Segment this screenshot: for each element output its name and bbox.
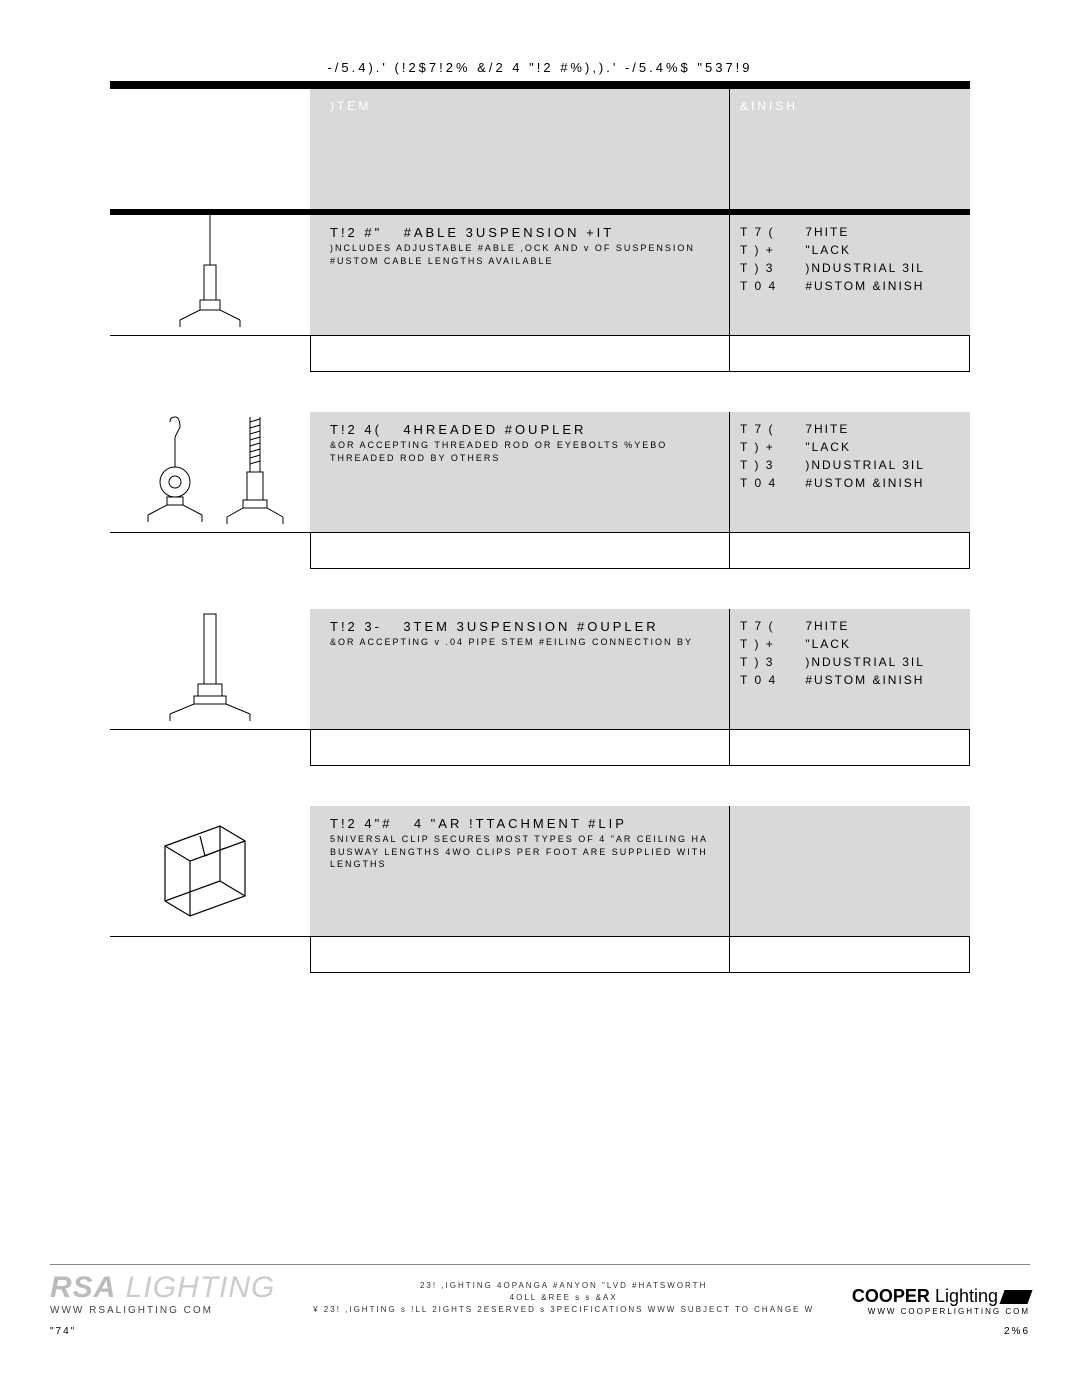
header-item: )TEM (310, 89, 730, 209)
cooper-logo: COOPER Lighting (852, 1286, 1030, 1307)
product-item-cell: T!2 3- 3TEM 3USPENSION #OUPLER &OR ACCEP… (310, 609, 730, 729)
rsa-logo: RSA LIGHTING (50, 1271, 275, 1305)
product-image (110, 215, 310, 335)
product-title: 4 "AR !TTACHMENT #LIP (414, 816, 627, 831)
product-code: T!2 #" (330, 225, 382, 240)
product-desc: &OR ACCEPTING v .04 PIPE STEM #EILING CO… (330, 636, 719, 649)
product-image (110, 412, 310, 532)
blank-row (110, 937, 970, 973)
blank-row (110, 336, 970, 372)
finish-option: T 0 4 #USTOM &INISH (740, 673, 960, 687)
finish-option: T ) + "LACK (740, 440, 960, 454)
page-footer: RSA LIGHTING WWW RSALIGHTING COM 23! ,IG… (50, 1264, 1030, 1337)
finish-option: T ) 3 )NDUSTRIAL 3IL (740, 458, 960, 472)
product-finish-cell (730, 806, 970, 936)
rsa-url: WWW RSALIGHTING COM (50, 1305, 275, 1316)
table-header: )TEM &INISH (110, 83, 970, 215)
finish-option: T 0 4 #USTOM &INISH (740, 279, 960, 293)
product-finish-cell: T 7 ( 7HITE T ) + "LACK T ) 3 )NDUSTRIAL 3… (730, 412, 970, 532)
finish-option: T 7 ( 7HITE (740, 619, 960, 633)
product-title: 3TEM 3USPENSION #OUPLER (403, 619, 658, 634)
product-finish-cell: T 7 ( 7HITE T ) + "LACK T ) 3 )NDUSTRIAL 3… (730, 215, 970, 335)
product-image (110, 806, 310, 936)
product-code: T!2 3- (330, 619, 382, 634)
product-code: T!2 4( (330, 422, 382, 437)
product-title: 4HREADED #OUPLER (403, 422, 586, 437)
product-block: T!2 4"# 4 "AR !TTACHMENT #LIP 5NIVERSAL … (110, 806, 970, 973)
footer-address: 23! ,IGHTING 4OPANGA #ANYON "LVD #HATSWO… (275, 1280, 852, 1316)
product-item-cell: T!2 4"# 4 "AR !TTACHMENT #LIP 5NIVERSAL … (310, 806, 730, 936)
product-image (110, 609, 310, 729)
finish-option: T ) + "LACK (740, 243, 960, 257)
blank-row (110, 730, 970, 766)
page-title: -/5.4).' (!2$7!2% &/2 4 "!2 #%),).' -/5.… (110, 60, 970, 83)
finish-option: T ) + "LACK (740, 637, 960, 651)
product-desc: 5NIVERSAL CLIP SECURES MOST TYPES OF 4 "… (330, 833, 719, 871)
finish-option: T 7 ( 7HITE (740, 422, 960, 436)
footer-page-left: "74" (50, 1326, 76, 1337)
finish-option: T ) 3 )NDUSTRIAL 3IL (740, 655, 960, 669)
product-desc: )NCLUDES ADJUSTABLE #ABLE ,OCK AND v OF … (330, 242, 719, 267)
product-finish-cell: T 7 ( 7HITE T ) + "LACK T ) 3 )NDUSTRIAL 3… (730, 609, 970, 729)
header-finish: &INISH (730, 89, 970, 209)
product-block: T!2 #" #ABLE 3USPENSION +IT )NCLUDES ADJ… (110, 215, 970, 372)
product-block: T!2 3- 3TEM 3USPENSION #OUPLER &OR ACCEP… (110, 609, 970, 766)
cooper-url: WWW COOPERLIGHTING COM (852, 1307, 1030, 1316)
product-title: #ABLE 3USPENSION +IT (404, 225, 615, 240)
blank-row (110, 533, 970, 569)
finish-option: T 7 ( 7HITE (740, 225, 960, 239)
product-item-cell: T!2 #" #ABLE 3USPENSION +IT )NCLUDES ADJ… (310, 215, 730, 335)
product-desc: &OR ACCEPTING THREADED ROD OR EYEBOLTS %… (330, 439, 719, 464)
finish-option: T ) 3 )NDUSTRIAL 3IL (740, 261, 960, 275)
product-code: T!2 4"# (330, 816, 392, 831)
product-item-cell: T!2 4( 4HREADED #OUPLER &OR ACCEPTING TH… (310, 412, 730, 532)
finish-option: T 0 4 #USTOM &INISH (740, 476, 960, 490)
footer-page-right: 2%6 (1004, 1326, 1030, 1337)
product-block: T!2 4( 4HREADED #OUPLER &OR ACCEPTING TH… (110, 412, 970, 569)
